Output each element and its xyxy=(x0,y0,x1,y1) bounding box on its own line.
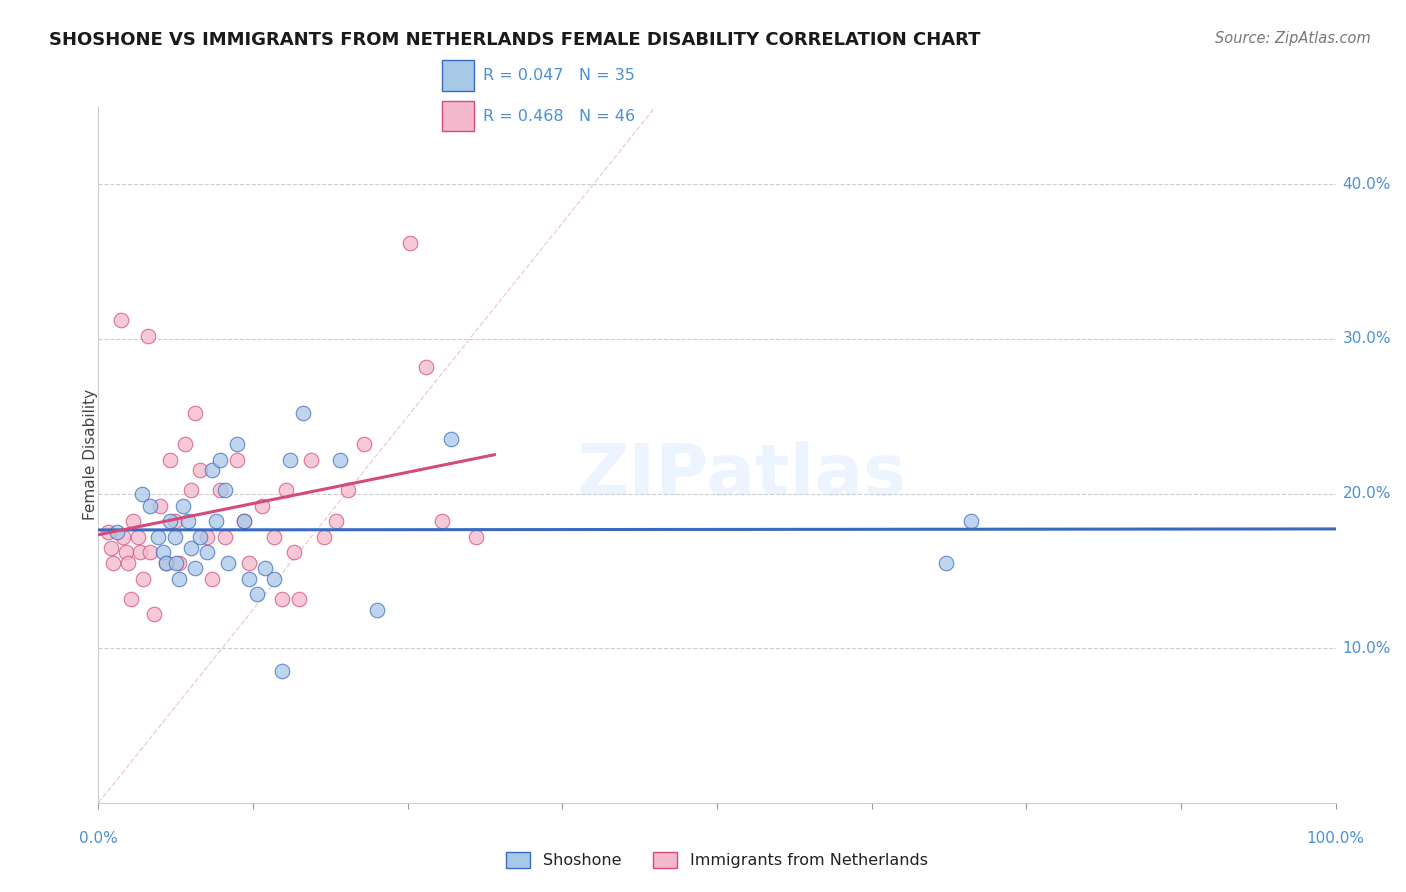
Point xyxy=(432,515,454,529)
Point xyxy=(180,541,202,555)
Legend: Shoshone, Immigrants from Netherlands: Shoshone, Immigrants from Netherlands xyxy=(499,846,935,875)
Point xyxy=(176,515,198,529)
Point xyxy=(174,437,197,451)
Point xyxy=(464,530,486,544)
Point xyxy=(110,313,132,327)
Text: 40.0%: 40.0% xyxy=(1343,177,1391,192)
Point xyxy=(172,499,194,513)
Text: R = 0.468   N = 46: R = 0.468 N = 46 xyxy=(484,109,636,124)
Point xyxy=(152,545,174,559)
Point xyxy=(188,530,211,544)
Text: 20.0%: 20.0% xyxy=(1343,486,1391,501)
Point xyxy=(103,556,125,570)
Point xyxy=(131,486,153,500)
Point xyxy=(165,515,187,529)
Point xyxy=(122,515,145,529)
Text: SHOSHONE VS IMMIGRANTS FROM NETHERLANDS FEMALE DISABILITY CORRELATION CHART: SHOSHONE VS IMMIGRANTS FROM NETHERLANDS … xyxy=(49,31,981,49)
Text: 10.0%: 10.0% xyxy=(1343,640,1391,656)
Point xyxy=(180,483,202,498)
Point xyxy=(270,591,292,606)
Point xyxy=(291,406,314,420)
Point xyxy=(366,602,388,616)
Point xyxy=(155,556,177,570)
Point xyxy=(263,530,285,544)
Point xyxy=(165,530,187,544)
Point xyxy=(155,556,177,570)
Point xyxy=(250,499,273,513)
Point xyxy=(238,572,260,586)
Point xyxy=(129,545,152,559)
Point xyxy=(226,437,249,451)
Point xyxy=(117,556,139,570)
Point xyxy=(159,515,181,529)
Point xyxy=(208,452,231,467)
Point xyxy=(254,561,277,575)
Point xyxy=(246,587,269,601)
Point xyxy=(959,515,981,529)
Point xyxy=(288,591,311,606)
Point xyxy=(139,499,162,513)
Point xyxy=(184,406,207,420)
Point xyxy=(238,556,260,570)
Point xyxy=(97,525,120,540)
FancyBboxPatch shape xyxy=(441,61,474,91)
Point xyxy=(139,545,162,559)
Point xyxy=(270,665,292,679)
Point xyxy=(415,359,437,374)
Text: 30.0%: 30.0% xyxy=(1343,332,1391,346)
Point xyxy=(299,452,322,467)
Point xyxy=(205,515,228,529)
Point xyxy=(337,483,360,498)
Point xyxy=(440,433,463,447)
Point xyxy=(935,556,957,570)
Point xyxy=(201,463,224,477)
Point xyxy=(149,499,172,513)
Text: 100.0%: 100.0% xyxy=(1306,830,1365,846)
Point xyxy=(201,572,224,586)
Point xyxy=(114,545,136,559)
Text: Source: ZipAtlas.com: Source: ZipAtlas.com xyxy=(1215,31,1371,46)
Point xyxy=(233,515,256,529)
Point xyxy=(226,452,249,467)
Text: R = 0.047   N = 35: R = 0.047 N = 35 xyxy=(484,68,636,83)
Point xyxy=(217,556,239,570)
Point xyxy=(233,515,256,529)
Point xyxy=(120,591,142,606)
Point xyxy=(278,452,301,467)
Point xyxy=(143,607,166,622)
Text: ZIPatlas: ZIPatlas xyxy=(576,442,907,510)
Point xyxy=(184,561,207,575)
Point xyxy=(159,452,181,467)
Point xyxy=(188,463,211,477)
Point xyxy=(399,236,422,251)
Point xyxy=(263,572,285,586)
FancyBboxPatch shape xyxy=(441,101,474,131)
Point xyxy=(283,545,305,559)
Point xyxy=(329,452,352,467)
Point xyxy=(214,483,236,498)
Point xyxy=(105,525,128,540)
Point xyxy=(112,530,135,544)
Point xyxy=(214,530,236,544)
Point xyxy=(276,483,298,498)
Point xyxy=(132,572,155,586)
Text: 0.0%: 0.0% xyxy=(79,830,118,846)
Point xyxy=(165,556,187,570)
Point xyxy=(312,530,335,544)
Point xyxy=(195,545,218,559)
Point xyxy=(100,541,122,555)
Y-axis label: Female Disability: Female Disability xyxy=(83,389,97,521)
Point xyxy=(146,530,169,544)
Point xyxy=(353,437,375,451)
Point xyxy=(127,530,149,544)
Point xyxy=(136,329,159,343)
Point xyxy=(195,530,218,544)
Point xyxy=(208,483,231,498)
Point xyxy=(325,515,347,529)
Point xyxy=(167,556,190,570)
Point xyxy=(167,572,190,586)
